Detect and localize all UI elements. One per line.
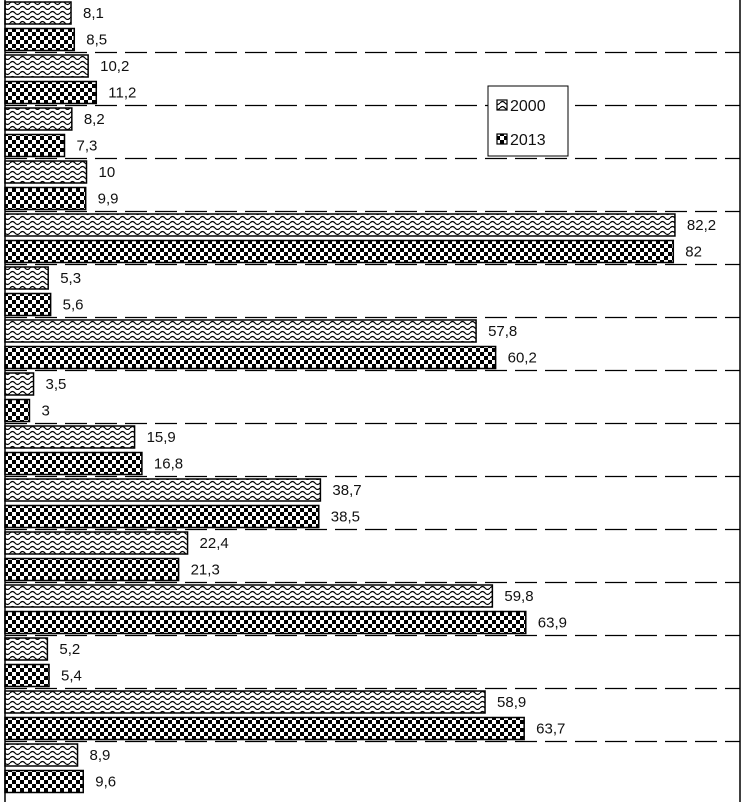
bar-2000 [4,637,49,661]
data-label: 7,3 [76,138,97,155]
bar-2000 [4,531,189,555]
data-label: 8,1 [83,5,104,22]
data-label: 82 [685,244,702,261]
bar-2000 [4,160,88,184]
bar-2000 [4,690,486,714]
bar-2013 [4,398,31,423]
value-labels: 8,1 8,5 10,2 11,28,2 7,310 9,9 82,2 82 5,3 5,6 57,… [41,5,716,791]
bar-2000 [4,478,322,502]
data-label: 58,9 [497,694,526,711]
data-label: 5,3 [60,270,81,287]
bar-2013 [4,716,525,741]
data-label: 5,2 [59,641,80,658]
data-label: 3 [41,403,49,420]
legend-label-2013: 2013 [510,132,546,149]
data-label: 5,4 [61,668,82,685]
bar-2013 [4,663,50,688]
bar-2013 [4,27,76,52]
bar-2000 [4,319,477,343]
bar-2013 [4,80,98,105]
data-label: 57,8 [488,323,517,340]
legend-label-2000: 2000 [510,98,546,115]
data-label: 60,2 [508,350,537,367]
bar-2013 [4,557,180,582]
data-label: 10 [99,164,116,181]
bar-2000 [4,743,79,767]
bar-2013 [4,610,527,635]
data-label: 59,8 [504,588,533,605]
data-label: 16,8 [154,456,183,473]
data-label: 63,9 [538,615,567,632]
gridlines [5,51,740,743]
data-label: 9,9 [98,191,119,208]
data-label: 3,5 [46,376,67,393]
data-label: 82,2 [687,217,716,234]
bar-2013 [4,769,84,794]
data-label: 8,2 [84,111,105,128]
bar-2000 [4,213,676,237]
legend: 2000 2013 [487,85,569,157]
legend-swatch-2013 [496,133,508,145]
bar-2013 [4,451,143,476]
data-label: 38,5 [331,509,360,526]
bar-2013 [4,186,87,211]
bar-2000 [4,1,72,25]
bar-2013 [4,504,320,529]
data-label: 8,9 [90,747,111,764]
bar-2000 [4,266,49,290]
bars [4,1,676,794]
bar-2000 [4,372,35,396]
data-label: 10,2 [100,58,129,75]
bar-2000 [4,54,89,78]
data-label: 9,6 [95,774,116,791]
data-label: 8,5 [86,32,107,49]
legend-swatch-2000 [496,99,508,111]
data-label: 21,3 [191,562,220,579]
data-label: 11,2 [108,85,136,102]
bar-2000 [4,425,136,449]
bar-2000 [4,107,73,131]
data-label: 15,9 [147,429,176,446]
bar-2013 [4,292,52,317]
bar-2013 [4,345,497,370]
data-label: 63,7 [536,721,565,738]
bar-2013 [4,133,66,158]
data-label: 5,6 [63,297,84,314]
bar-2013 [4,239,675,264]
data-label: 22,4 [200,535,229,552]
bar-2000 [4,584,494,608]
data-label: 38,7 [332,482,361,499]
